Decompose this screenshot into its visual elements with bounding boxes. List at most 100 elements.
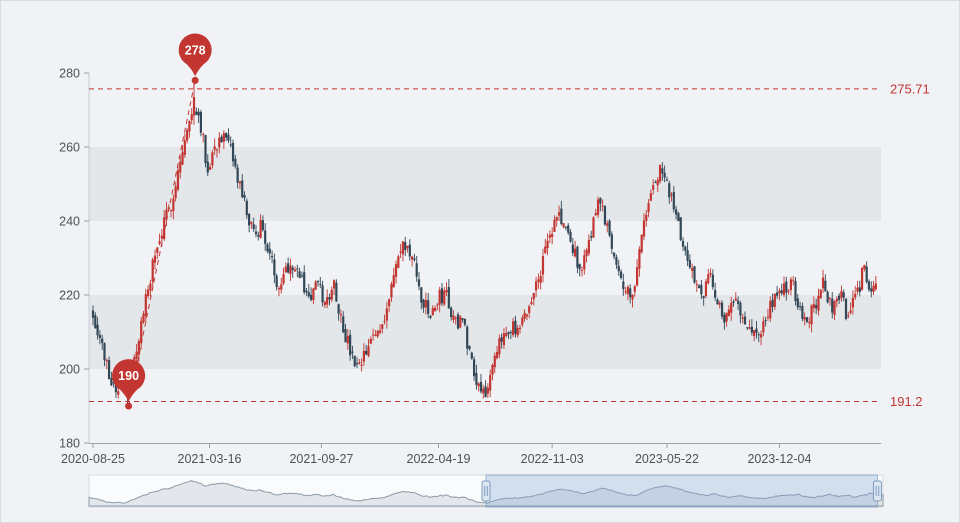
candle-body [101, 338, 104, 343]
candle-body [417, 279, 421, 287]
markpoint-max-pin: 278 [178, 33, 212, 77]
candle-body [190, 114, 193, 121]
candle-body [176, 170, 180, 190]
datazoom-window[interactable] [485, 474, 878, 508]
candle-body [156, 247, 159, 253]
candle-body [110, 377, 113, 386]
candle-body [135, 351, 138, 359]
candle-body [608, 220, 611, 236]
candle-body [470, 352, 473, 359]
candle-body [734, 298, 737, 301]
candle-body [622, 281, 625, 290]
candle-body [743, 316, 747, 325]
candle-body [613, 252, 616, 257]
candle-body [626, 286, 630, 295]
candle-body [429, 315, 432, 318]
candle-body [408, 244, 411, 257]
candle-body [404, 242, 407, 250]
candle-body [445, 290, 448, 293]
x-axis-label: 2023-12-04 [747, 452, 811, 466]
candle-body [629, 288, 632, 298]
candle-body [707, 274, 710, 284]
candle-body [452, 315, 455, 320]
candle-body [518, 327, 522, 330]
candle-body [569, 231, 572, 242]
candle-body [564, 226, 568, 228]
candle-body [746, 327, 749, 329]
candle-body [248, 213, 251, 226]
candle-body [684, 246, 687, 251]
datazoom-handle-left[interactable] [481, 480, 491, 502]
candle-body [599, 197, 602, 204]
candle-body [332, 280, 336, 289]
candle-body [785, 281, 788, 293]
candle-body [854, 293, 857, 298]
markline-max-label: 275.71 [890, 81, 930, 96]
candle-body [697, 285, 701, 289]
candle-body [714, 290, 717, 298]
candle-body [789, 279, 793, 291]
y-axis-label: 280 [59, 67, 80, 81]
candle-body [337, 304, 340, 314]
candle-body [596, 199, 600, 215]
candle-body [94, 315, 97, 329]
candle-body [394, 264, 398, 277]
candle-body [849, 310, 852, 313]
candle-body [546, 240, 549, 249]
candle-body [521, 317, 524, 325]
y-axis-label: 220 [59, 289, 80, 303]
candle-body [236, 167, 239, 183]
candle-body [335, 282, 338, 302]
candle-body [252, 224, 255, 230]
candle-body [199, 111, 203, 133]
candle-body [808, 321, 811, 324]
candle-body [649, 193, 652, 201]
candle-body [796, 298, 799, 308]
candle-body [215, 149, 219, 151]
candle-body [160, 235, 163, 239]
candle-body [149, 283, 152, 291]
candle-body [466, 326, 469, 349]
candle-body [326, 297, 329, 305]
candle-body [142, 313, 145, 323]
candle-body [587, 239, 590, 254]
candle-body [860, 267, 864, 290]
candle-body [539, 276, 542, 283]
candle-body [486, 387, 489, 394]
candle-body [824, 280, 827, 292]
candle-body [498, 338, 501, 355]
candle-body [870, 288, 873, 292]
candle-body [654, 182, 657, 184]
candle-body [344, 328, 347, 343]
y-axis-label: 200 [59, 363, 80, 377]
candle-body [826, 291, 829, 303]
candle-body [844, 298, 848, 319]
candle-body [140, 320, 143, 344]
candle-body [681, 240, 685, 247]
datazoom-handle-right[interactable] [872, 480, 882, 502]
candle-body [438, 289, 441, 305]
candle-body [635, 267, 639, 286]
candle-body [748, 327, 751, 329]
candle-body [231, 142, 235, 162]
candle-body [459, 316, 462, 328]
candle-body [858, 287, 861, 292]
candle-body [716, 299, 719, 305]
candle-body [225, 132, 228, 138]
candle-body [275, 275, 278, 288]
candle-body [314, 281, 317, 290]
candle-body [730, 302, 733, 313]
candle-body [686, 250, 689, 261]
candle-body [268, 248, 271, 254]
markline-max-point [191, 76, 199, 84]
candle-body [213, 146, 216, 150]
candle-body [771, 299, 774, 307]
candle-body [96, 324, 99, 336]
candle-body [601, 205, 604, 207]
candle-body [732, 301, 735, 303]
split-band [89, 147, 881, 221]
candle-body [195, 111, 198, 115]
candle-body [847, 315, 850, 317]
candle-body [103, 343, 106, 361]
